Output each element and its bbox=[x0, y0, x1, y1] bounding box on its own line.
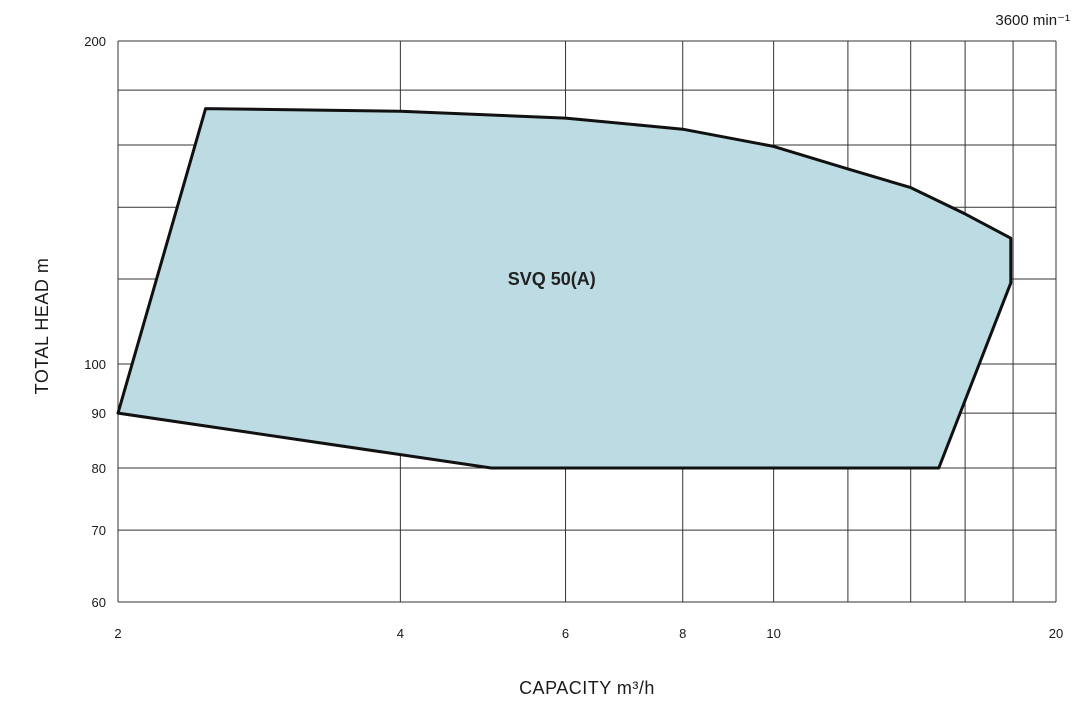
speed-label: 3600 min⁻¹ bbox=[995, 12, 1070, 29]
operating-regions: SVQ 50(A) bbox=[116, 107, 1013, 470]
y-tick-label: 60 bbox=[92, 595, 106, 610]
x-tick-label: 8 bbox=[679, 626, 686, 641]
y-tick-label: 80 bbox=[92, 461, 106, 476]
tick-labels: 2 4 6 8 10 20 60 70 80 90 100 200 bbox=[84, 34, 1063, 641]
y-tick-label: 90 bbox=[92, 406, 106, 421]
x-tick-label: 10 bbox=[766, 626, 780, 641]
x-tick-label: 4 bbox=[397, 626, 404, 641]
y-tick-label: 100 bbox=[84, 357, 106, 372]
x-tick-label: 20 bbox=[1049, 626, 1063, 641]
x-axis-title: CAPACITY m³/h bbox=[519, 678, 655, 698]
x-tick-label: 2 bbox=[114, 626, 121, 641]
y-tick-label: 200 bbox=[84, 34, 106, 49]
y-tick-label: 70 bbox=[92, 523, 106, 538]
x-tick-label: 6 bbox=[562, 626, 569, 641]
region-label-background bbox=[503, 268, 600, 291]
y-axis-title: TOTAL HEAD m bbox=[32, 258, 52, 395]
region-label: SVQ 50(A) bbox=[508, 269, 596, 289]
